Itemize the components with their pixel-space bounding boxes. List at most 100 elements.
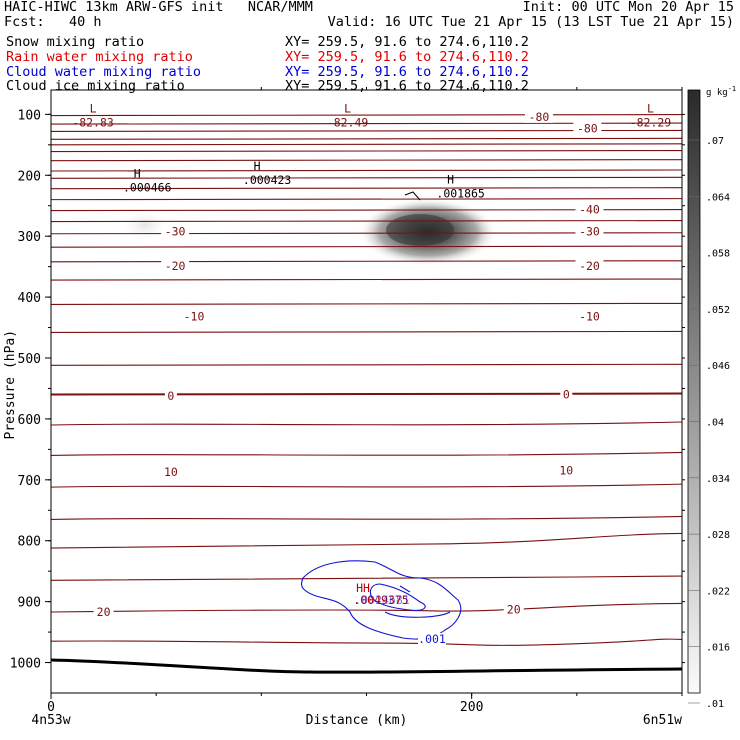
temperature-label: 0 [563,388,570,402]
extremum-symbol: L [90,101,97,115]
isotherm-line [50,451,683,457]
temperature-label: -80 [577,121,598,135]
isotherm-line [50,575,683,581]
colorbar-label: .01 [706,699,724,710]
cloud-contour-label-bg [418,633,446,645]
extremum-value: .000466 [123,180,172,194]
temperature-label-bg [164,388,177,402]
temperature-label: -10 [579,310,600,324]
isotherm-line [50,232,683,235]
isotherm-line [50,330,683,333]
header-line1-right: Init: 00 UTC Mon 20 Apr 15 [522,0,734,15]
cloud-water-contour-outer [300,560,462,640]
temperature-label-bg [503,602,524,616]
isotherm-line [50,114,683,117]
isotherm-line [50,245,683,248]
temperature-label: -30 [165,224,186,238]
colorbar-label: .022 [706,586,730,597]
snow-core-blob [386,214,454,246]
temperature-label: -10 [184,310,205,324]
y-tick-label: 900 [18,596,41,611]
isotherm-line [50,421,683,426]
colorbar-unit: g kg-1 [706,85,736,98]
y-tick-label: 800 [18,535,41,550]
isotherm-line [50,363,683,366]
y-tick-label: 200 [18,169,41,184]
cloud-max-value: .0024681 [354,593,409,607]
x-tick-label: 0 [47,700,55,715]
isotherm-line [50,532,683,549]
isotherm-line [50,169,683,172]
field-rain-name: Rain water mixing ratio [6,49,193,65]
isotherm-line [50,260,683,263]
extremum-value: -82.49 [327,115,369,129]
colorbar-label: .058 [706,249,730,260]
extremum-symbol: H [254,159,261,173]
extremum-value: .001865 [436,187,484,201]
y-tick-label: 500 [18,352,41,367]
header-line1-left: HAIC-HIWC 13km ARW-GFS init NCAR/MMM [4,0,313,15]
colorbar-label: .046 [706,361,730,372]
temperature-label: -80 [529,110,550,124]
temperature-label: 20 [507,603,521,617]
temperature-label-bg [575,202,604,216]
extremum-symbol: L [647,101,654,115]
extremum-symbol: L [344,101,351,115]
temperature-label-bg [573,121,602,135]
temperature-label-bg [180,309,209,323]
temperature-label-bg [556,463,577,477]
cloud-water-contour-inner [369,583,426,611]
temperature-label-bg [524,109,553,123]
temperature-label-bg [161,259,190,273]
isotherm-line [50,483,683,488]
isotherm-line [50,187,683,190]
colorbar-label: .064 [706,192,730,203]
field-snow-xy: XY= 259.5, 91.6 to 274.6,110.2 [285,34,529,50]
isotherm-line [50,149,683,153]
isotherm-line [50,176,683,179]
extremum-symbol: H [447,173,454,187]
isotherm-line [50,122,683,125]
surface-line [50,658,683,674]
temperature-label: 20 [97,605,111,619]
temperature-label: 10 [559,464,573,478]
right-endpoint-label: 6n51w [643,713,682,728]
temperature-label-bg [160,464,181,478]
field-cloud-water-xy: XY= 259.5, 91.6 to 274.6,110.2 [285,64,529,80]
header-line2-right: Valid: 16 UTC Tue 21 Apr 15 (13 LST Tue … [327,14,734,30]
isotherm-line [50,198,683,201]
y-tick-label: 600 [18,413,41,428]
temperature-label: -20 [165,259,186,273]
x-axis-label: Distance (km) [306,713,408,728]
isotherm-line [50,137,683,140]
colorbar: .07 .064 .058 .052 .046 .04 .034 .028 .022 .016 .0… [687,85,736,710]
isotherm-line [50,638,683,646]
colorbar-label: .016 [706,643,730,654]
x-axis: 0 20 0 Distance (km) 4n53w 6n51w [31,87,683,728]
colorbar-label: .052 [706,305,730,316]
temperature-label-bg [560,387,573,401]
y-axis: 1002003004005006007008009001000Pressure … [3,108,685,672]
temperature-label-bg [161,224,190,238]
snow-small-blob [119,209,171,241]
isotherm-line [50,209,683,212]
field-snow-name: Snow mixing ratio [6,34,145,50]
cloud-water-contour-low [384,611,451,618]
temperature-label: 10 [164,465,178,479]
temperature-label: 0 [167,389,174,403]
left-endpoint-label: 4n53w [31,713,70,728]
cloud-water-contour-tick [399,585,411,593]
header-line2-left: Fcst: 40 h [4,14,102,30]
extremum-value: -82.83 [72,115,114,129]
isotherm-line [50,129,683,132]
y-tick-label: 100 [18,108,41,123]
temperature-label-bg [575,309,604,323]
isotherm-line [50,278,683,281]
contour-tick-mark [404,191,421,201]
isotherm-line [50,515,683,520]
colorbar-label: .028 [706,530,730,541]
y-tick-label: 400 [18,291,41,306]
snow-shading [119,198,498,266]
extremum-symbol: H [134,166,141,180]
